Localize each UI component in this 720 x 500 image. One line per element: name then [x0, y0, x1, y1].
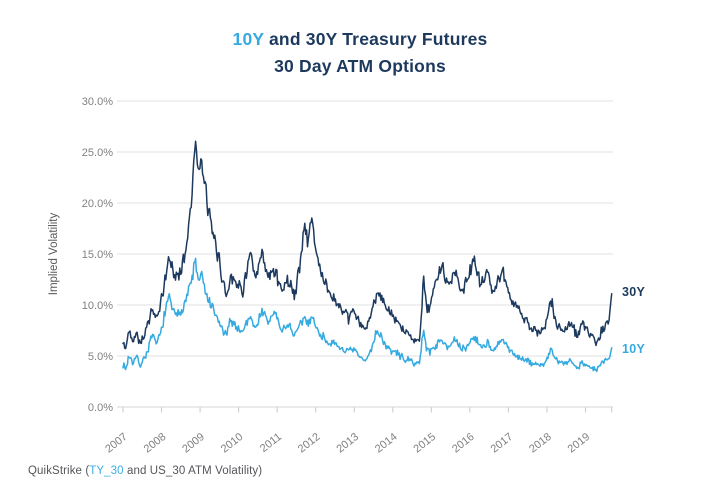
series-label-30y: 30Y: [622, 285, 646, 299]
gridlines: [117, 100, 613, 408]
series-30y-line: [122, 140, 613, 350]
x-axis-tick-labels: 2007 2008 2009 2010 2011 2012 2013 2014 2015 2016…: [103, 431, 592, 456]
x-tick-label-2015: 2015: [411, 431, 438, 456]
y-axis-title: Implied Volatility: [48, 213, 60, 296]
source-attribution: QuikStrike (TY_30 and US_30 ATM Volatili…: [28, 465, 262, 477]
series-10y-line: [122, 257, 613, 373]
page-title: 10Y and 30Y Treasury Futures 30 Day ATM …: [0, 26, 720, 80]
x-tick-label-2008: 2008: [142, 431, 169, 456]
y-tick-label-30: 30.0%: [82, 96, 113, 108]
series-label-10y: 10Y: [622, 342, 646, 356]
title-line-1-rest: and 30Y Treasury Futures: [263, 29, 488, 49]
x-tick-label-2011: 2011: [258, 431, 284, 455]
y-tick-label-15: 15.0%: [82, 249, 113, 261]
series-lines: [122, 140, 613, 373]
title-line-1: 10Y and 30Y Treasury Futures: [0, 26, 720, 53]
y-tick-label-10: 10.0%: [82, 300, 113, 312]
x-tick-label-2019: 2019: [566, 431, 593, 456]
x-tick-label-2017: 2017: [489, 431, 516, 456]
y-tick-label-0: 0.0%: [88, 402, 113, 414]
x-tick-label-2014: 2014: [373, 431, 400, 456]
x-axis-tick-marks: [122, 407, 613, 413]
y-axis-tick-labels: 0.0% 5.0% 10.0% 15.0% 20.0% 25.0% 30.0%: [82, 96, 113, 414]
x-tick-label-2009: 2009: [180, 431, 207, 456]
footer-prefix: QuikStrike (: [28, 465, 90, 477]
x-tick-label-2016: 2016: [450, 431, 477, 456]
footer-ty30-text: TY_30: [89, 465, 124, 477]
title-line-2: 30 Day ATM Options: [274, 56, 446, 76]
footer-suffix: and US_30 ATM Volatility): [123, 465, 263, 477]
y-tick-label-25: 25.0%: [82, 147, 113, 159]
title-10y-highlight: 10Y: [232, 29, 264, 49]
x-tick-label-2012: 2012: [296, 431, 323, 456]
y-tick-label-20: 20.0%: [82, 198, 113, 210]
x-tick-label-2007: 2007: [103, 431, 130, 456]
y-tick-label-5: 5.0%: [88, 351, 113, 363]
x-tick-label-2013: 2013: [334, 431, 361, 456]
x-tick-label-2010: 2010: [219, 431, 246, 456]
x-tick-label-2018: 2018: [527, 431, 554, 456]
